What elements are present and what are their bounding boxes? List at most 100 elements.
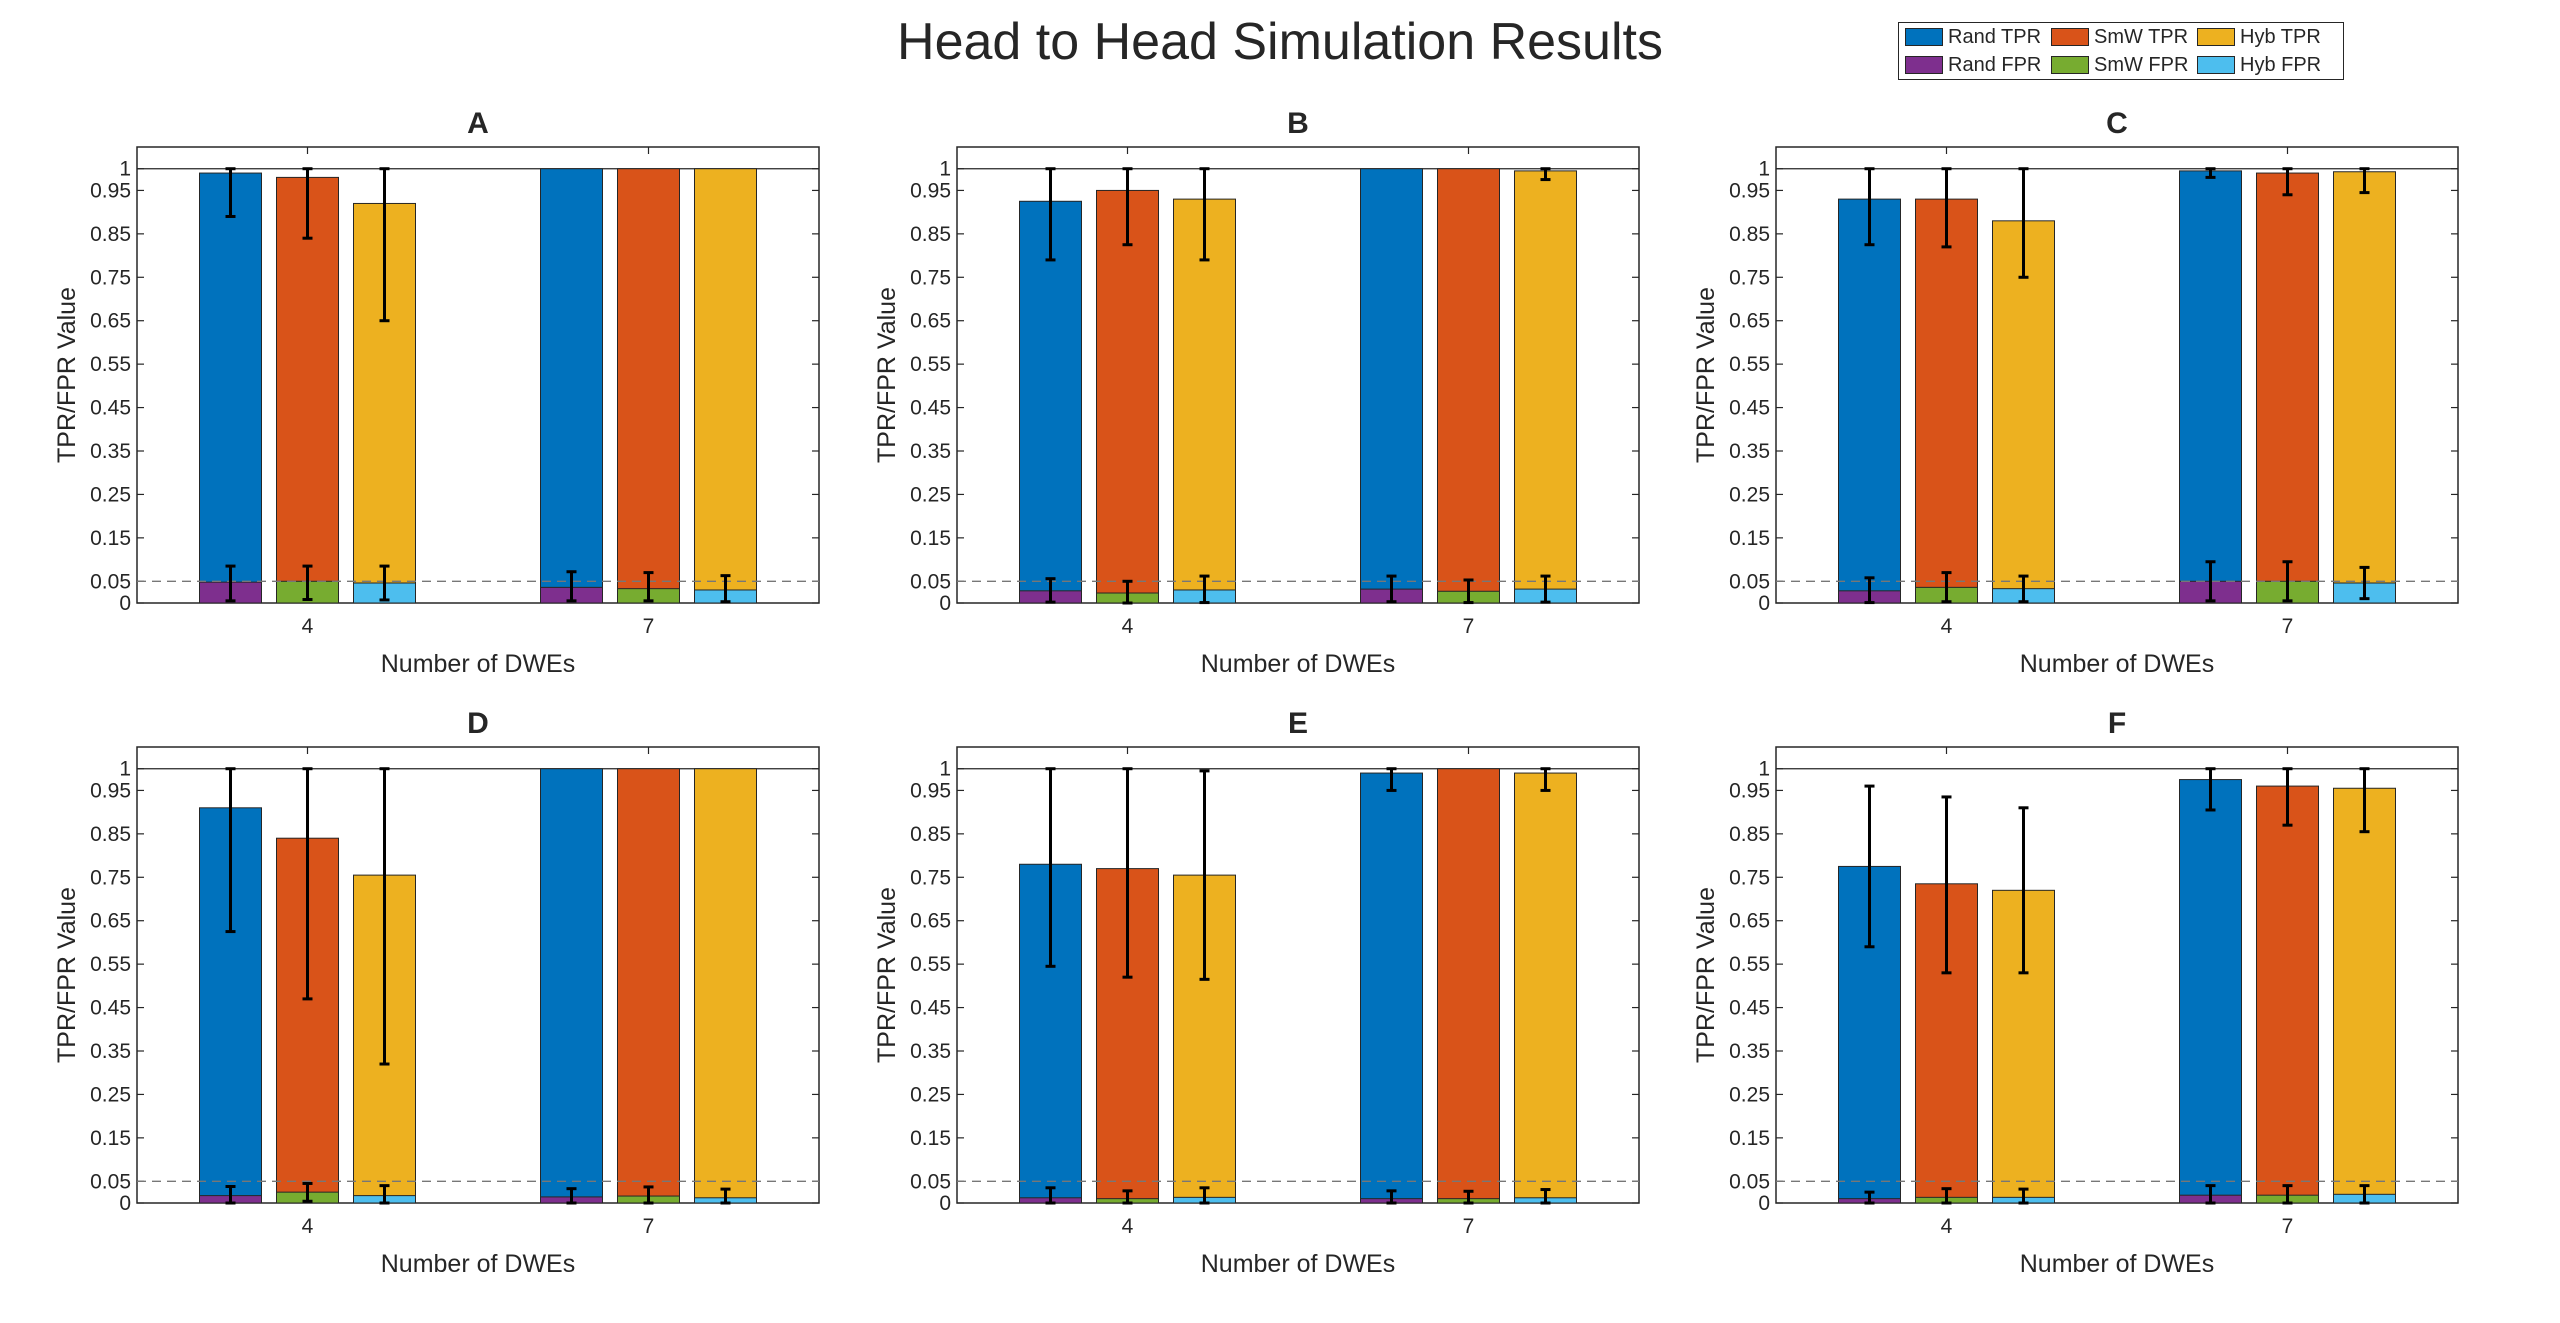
panel-c-bar-hyb-tpr-7 [2333,171,2396,604]
panel-c-ytick-label: 0.85 [1729,223,1770,246]
panel-c-ytick-label: 0.65 [1729,310,1770,333]
panel-e-xtick-label: 7 [1463,1215,1475,1238]
panel-b-bar-rand-tpr-7 [1360,168,1423,604]
legend-swatch-smw-fpr [2051,56,2089,74]
panel-f-ytick-label: 0.85 [1729,823,1770,846]
panel-f-ytick-label: 0.25 [1729,1083,1770,1106]
legend: Rand TPR SmW TPR Hyb TPR Rand FPR SmW FP… [1898,22,2344,80]
legend-item-rand-tpr: Rand TPR [1905,23,2041,51]
panel-d-ytick-label: 0.75 [90,866,131,889]
panel-f-bar-rand-tpr-7 [2179,779,2242,1204]
panel-d-title: D [467,707,489,740]
panel-c-bar-rand-tpr-4 [1838,198,1901,604]
legend-swatch-smw-tpr [2051,28,2089,46]
legend-item-smw-fpr: SmW FPR [2051,51,2188,79]
panel-e-ytick-label: 0.75 [910,866,951,889]
panel-a-bar-smw-tpr-4 [276,176,339,604]
panel-a-ytick-label: 0.55 [90,353,131,376]
panel-c-ytick-label: 0.05 [1729,570,1770,593]
panel-b-ytick-label: 0.75 [910,266,951,289]
panel-c-ytick-label: 0.55 [1729,353,1770,376]
panel-e-ytick-label: 0.25 [910,1083,951,1106]
panel-e-ytick-label: 0.55 [910,953,951,976]
panel-c-ytick-label: 0.25 [1729,483,1770,506]
legend-label-hyb-tpr: Hyb TPR [2240,25,2321,48]
panel-b-ytick-label: 0 [939,592,951,615]
panel-a-ylabel: TPR/FPR Value [53,287,81,463]
panel-d-bar-smw-tpr-7 [617,768,680,1204]
panel-a-ytick-label: 0.95 [90,179,131,202]
legend-label-smw-fpr: SmW FPR [2094,53,2189,76]
panel-d-ytick-label: 0.35 [90,1040,131,1063]
panel-b-ytick-label: 0.65 [910,310,951,333]
panel-d-ytick-label: 0.25 [90,1083,131,1106]
panel-f-title: F [2108,707,2126,740]
panel-e-ytick-label: 0.35 [910,1040,951,1063]
panel-f-bar-smw-tpr-7 [2256,785,2319,1204]
panel-d-ytick-label: 0.55 [90,953,131,976]
panel-f-xtick-label: 7 [2282,1215,2294,1238]
panel-c-ytick-label: 0.95 [1729,179,1770,202]
panel-f-ytick-label: 0 [1758,1192,1770,1215]
panel-b-ytick-label: 0.55 [910,353,951,376]
panel-e-ytick-label: 0.95 [910,779,951,802]
legend-label-rand-tpr: Rand TPR [1948,25,2042,48]
legend-label-smw-tpr: SmW TPR [2094,25,2189,48]
panel-f-ytick-label: 0.65 [1729,910,1770,933]
panel-e-bar-hyb-tpr-7 [1514,772,1577,1204]
panel-f-ytick-label: 0.75 [1729,866,1770,889]
panel-c-ytick-label: 0.15 [1729,527,1770,550]
panel-a-bar-hyb-tpr-7 [694,168,757,604]
panel-b-xtick-label: 4 [1122,615,1134,638]
panel-f-ytick-label: 0.45 [1729,997,1770,1020]
panel-e-bar-rand-tpr-7 [1360,772,1423,1204]
panel-b-xlabel: Number of DWEs [1201,650,1395,678]
legend-swatch-rand-tpr [1905,28,1943,46]
panel-d-xtick-label: 7 [643,1215,655,1238]
panel-c-ylabel: TPR/FPR Value [1692,287,1720,463]
panel-f-ytick-label: 0.35 [1729,1040,1770,1063]
panel-d-ytick-label: 0.05 [90,1170,131,1193]
panel-b-title: B [1287,107,1309,140]
panel-d-xlabel: Number of DWEs [381,1250,575,1278]
panel-a-ytick-label: 0.25 [90,483,131,506]
panel-e-bar-smw-tpr-7 [1437,768,1500,1204]
panel-c-bar-smw-tpr-7 [2256,172,2319,604]
panel-b-bar-hyb-tpr-4 [1173,198,1236,604]
legend-item-hyb-fpr: Hyb FPR [2197,51,2321,79]
panel-e-xlabel: Number of DWEs [1201,1250,1395,1278]
panel-a-xtick-label: 4 [302,615,314,638]
panel-e-ytick-label: 0.85 [910,823,951,846]
panel-f-bar-hyb-tpr-7 [2333,787,2396,1204]
legend-swatch-hyb-tpr [2197,28,2235,46]
panel-a-ytick-label: 0.65 [90,310,131,333]
panel-b-bar-smw-tpr-4 [1096,189,1159,604]
panel-b-ytick-label: 1 [939,158,951,181]
panel-f-ytick-label: 0.95 [1729,779,1770,802]
panel-e-ytick-label: 1 [939,758,951,781]
panel-f-ytick-label: 0.05 [1729,1170,1770,1193]
panel-b-ytick-label: 0.85 [910,223,951,246]
panel-e-ylabel: TPR/FPR Value [873,887,901,1063]
legend-item-rand-fpr: Rand FPR [1905,51,2041,79]
panel-e-ytick-label: 0 [939,1192,951,1215]
panel-a-xlabel: Number of DWEs [381,650,575,678]
panel-a-bar-rand-tpr-4 [199,172,262,604]
legend-item-hyb-tpr: Hyb TPR [2197,23,2321,51]
panel-c-bar-smw-tpr-4 [1915,198,1978,604]
panel-f-xlabel: Number of DWEs [2020,1250,2214,1278]
panel-c-ytick-label: 1 [1758,158,1770,181]
panel-b-xtick-label: 7 [1463,615,1475,638]
panel-a-ytick-label: 0.05 [90,570,131,593]
legend-swatch-rand-fpr [1905,56,1943,74]
panel-f-xtick-label: 4 [1941,1215,1953,1238]
panel-e-ytick-label: 0.45 [910,997,951,1020]
panel-c-xtick-label: 4 [1941,615,1953,638]
panel-c-ytick-label: 0.35 [1729,440,1770,463]
panel-a-ytick-label: 0 [119,592,131,615]
panel-e-xtick-label: 4 [1122,1215,1134,1238]
panel-d-bar-hyb-tpr-7 [694,768,757,1204]
panel-f-ytick-label: 0.55 [1729,953,1770,976]
legend-label-hyb-fpr: Hyb FPR [2240,53,2322,76]
